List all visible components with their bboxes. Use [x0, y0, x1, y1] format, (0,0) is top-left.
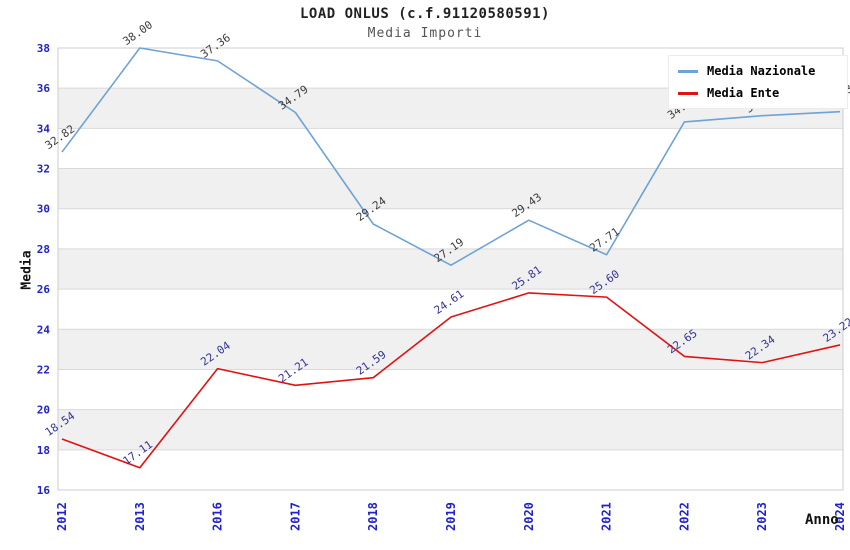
- x-tick-labels: 2012 2013 2016 2017 2018 2019 2020 2021 2022 2023…: [55, 502, 847, 531]
- legend: Media Nazionale Media Ente: [668, 55, 848, 109]
- svg-text:2024: 2024: [833, 502, 847, 531]
- svg-text:2022: 2022: [677, 502, 691, 531]
- grid-bands: [58, 88, 843, 450]
- svg-text:2023: 2023: [755, 502, 769, 531]
- x-axis-title: Anno: [805, 512, 839, 528]
- svg-text:2017: 2017: [288, 502, 302, 531]
- svg-text:26: 26: [37, 283, 51, 296]
- svg-text:2019: 2019: [444, 502, 458, 531]
- chart-title: LOAD ONLUS (c.f.91120580591): [299, 6, 550, 22]
- svg-text:32: 32: [37, 163, 50, 176]
- svg-text:2016: 2016: [211, 502, 225, 531]
- svg-text:28: 28: [37, 243, 50, 256]
- series-line-media-ente: [61, 292, 841, 469]
- chart-subtitle: Media Importi: [367, 26, 483, 41]
- svg-text:2020: 2020: [522, 502, 536, 531]
- svg-text:16: 16: [37, 484, 51, 497]
- legend-label: Media Ente: [707, 86, 780, 100]
- legend-item-media-ente: Media Ente: [678, 86, 838, 100]
- svg-text:37.36: 37.36: [198, 31, 233, 61]
- y-tick-labels: 16 18 20 22 24 26 28 30 32 34 36 38: [37, 42, 51, 497]
- y-axis-title: Media: [19, 250, 35, 290]
- svg-text:36: 36: [37, 82, 51, 95]
- svg-text:38: 38: [37, 42, 50, 55]
- gridlines: [58, 47, 843, 491]
- svg-text:18: 18: [37, 444, 50, 457]
- svg-text:24.61: 24.61: [432, 287, 467, 317]
- svg-text:20: 20: [37, 404, 50, 417]
- svg-text:2012: 2012: [55, 502, 69, 531]
- svg-text:22: 22: [37, 363, 50, 376]
- svg-text:38.00: 38.00: [120, 18, 155, 48]
- svg-text:24: 24: [37, 323, 51, 336]
- legend-item-media-nazionale: Media Nazionale: [678, 64, 838, 78]
- svg-text:2021: 2021: [600, 502, 614, 531]
- svg-text:34: 34: [37, 122, 51, 135]
- legend-label: Media Nazionale: [707, 64, 816, 78]
- svg-text:30: 30: [37, 203, 50, 216]
- legend-swatch-red-line-icon: [678, 91, 698, 95]
- legend-swatch-blue-line-icon: [678, 69, 698, 73]
- svg-text:2018: 2018: [366, 502, 380, 531]
- series-line-media-nazionale: [61, 47, 841, 266]
- plot-border: [57, 47, 844, 491]
- svg-text:2013: 2013: [133, 502, 147, 531]
